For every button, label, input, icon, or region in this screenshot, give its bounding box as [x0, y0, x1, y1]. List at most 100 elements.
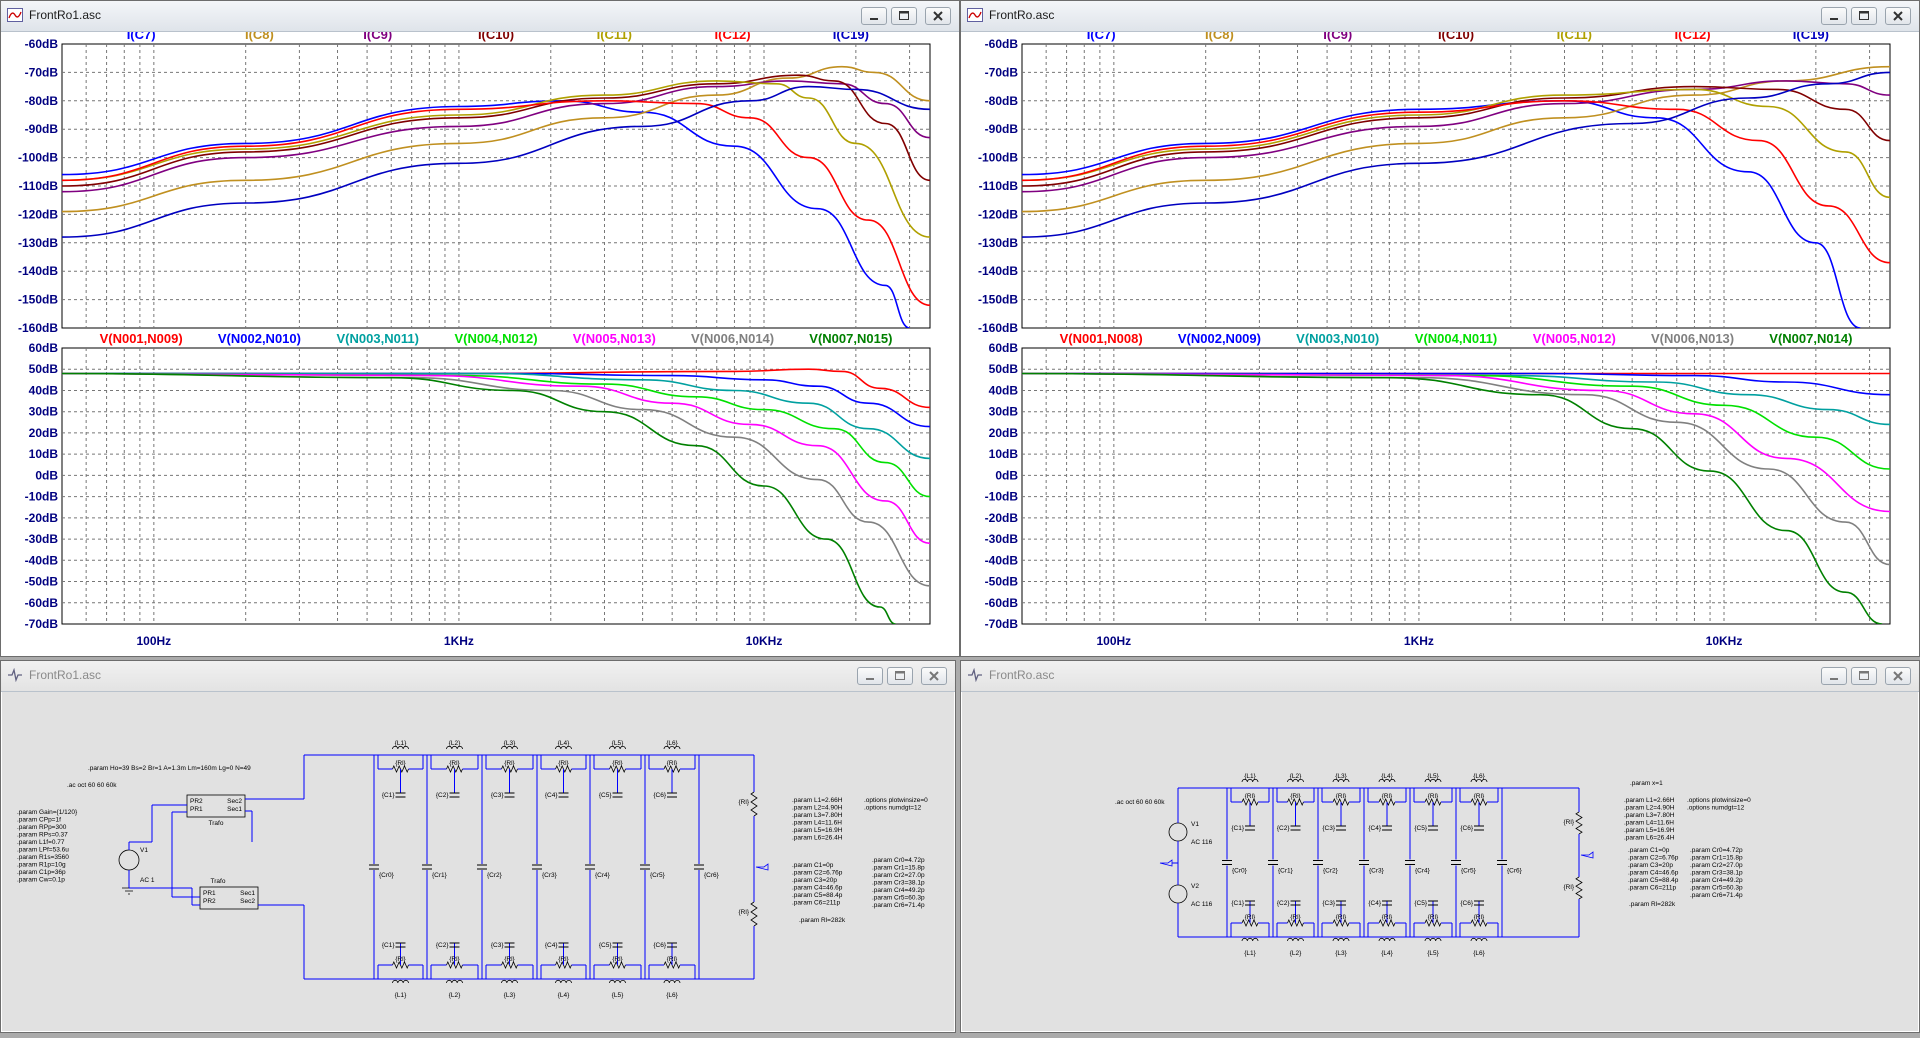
series-label: V(N001,N008)	[1060, 331, 1143, 346]
schematic-text: {C5}	[1414, 825, 1427, 832]
schematic-text: {Rl}	[1382, 793, 1393, 800]
close-button[interactable]	[1885, 667, 1911, 685]
schematic-text: {L4}	[558, 992, 570, 999]
y-tick-label: 20dB	[989, 426, 1019, 440]
schematic-text: {Rl}	[1564, 819, 1575, 826]
schematic-text: {L2}	[449, 992, 461, 999]
schematic-canvas[interactable]: .param Ho=39 Bs=2 Br=1 A=1.3m Lm=160m Lg…	[2, 692, 956, 1033]
schematic-text: {Cr0}	[1232, 868, 1248, 875]
y-tick-label: -80dB	[25, 94, 59, 108]
schematic-text: .param C1=0p	[1628, 847, 1670, 854]
y-tick-label: -140dB	[978, 264, 1018, 278]
resistor-symbol	[1575, 811, 1583, 835]
schematic-text: {Rl}	[395, 760, 406, 767]
title-bar[interactable]: FrontRo1.asc	[1, 1, 959, 32]
minimize-button[interactable]	[857, 667, 883, 685]
schematic-text: {Rl}	[449, 956, 460, 963]
series-label: I(C11)	[1557, 32, 1592, 42]
schematic-text: .param C6=211p	[1628, 885, 1677, 892]
plot-window-frontro1[interactable]: FrontRo1.asc -60dB -70dB -80dB -90dB -100dB -…	[0, 0, 960, 657]
schematic-text: AC 1	[140, 877, 155, 884]
y-tick-label: -130dB	[978, 236, 1018, 250]
schematic-text: {C5}	[599, 792, 612, 799]
plot-frame	[61, 347, 931, 625]
series-label: V(N003,N011)	[337, 331, 419, 346]
schematic-text: .options plotwinsize=0	[1687, 797, 1751, 804]
series-line-i-c9-	[1022, 80, 1890, 193]
inductor-symbol	[609, 979, 626, 984]
schematic-window-frontro[interactable]: FrontRo.asc .ac oct 60 60 60k .param x=1 V…	[960, 660, 1920, 1033]
plot-canvas[interactable]: -60dB -70dB -80dB -90dB -100dB -110dB -120dB -1…	[2, 27, 960, 657]
series-label: V(N001,N009)	[100, 331, 183, 346]
schematic-text: .param C5=88.4p	[792, 892, 843, 899]
plot-canvas[interactable]: -60dB -70dB -80dB -90dB -100dB -110dB -120dB -1…	[962, 27, 1920, 657]
schematic-text: {L3}	[504, 740, 516, 747]
schematic-text: PR2	[190, 798, 203, 805]
close-button[interactable]	[1885, 7, 1911, 25]
schematic-text: {L6}	[666, 740, 678, 747]
schematic-text: .param Cr3=38.1p	[872, 880, 925, 887]
series-lines	[1022, 65, 1890, 328]
y-tick-label: -50dB	[25, 575, 59, 589]
y-tick-label: -70dB	[985, 65, 1019, 79]
y-tick-label: -30dB	[25, 532, 59, 546]
y-tick-label: -50dB	[985, 575, 1019, 589]
title-bar[interactable]: FrontRo1.asc	[1, 661, 955, 692]
series-label: I(C10)	[478, 32, 514, 42]
y-tick-label: 40dB	[989, 383, 1019, 397]
maximize-button[interactable]	[1851, 7, 1877, 25]
schematic-text: {Rl}	[395, 956, 406, 963]
plot-window-frontro[interactable]: FrontRo.asc -60dB -70dB -80dB -90dB -100dB -1…	[960, 0, 1920, 657]
schematic-text: {C3}	[491, 942, 504, 949]
schematic-text: .param C4=46.6p	[1628, 870, 1679, 877]
schematic-text: {Rl}	[558, 760, 569, 767]
schematic-canvas[interactable]: .ac oct 60 60 60k .param x=1 V1 AC 116 V2 AC …	[962, 692, 1920, 1033]
schematic-text: {Cr6}	[1507, 868, 1523, 875]
schematic-text: {Rl}	[1428, 914, 1439, 921]
plot-pane-bottom: 60dB 50dB 40dB 30dB 20dB 10dB 0dB -10dB -20dB -30…	[25, 331, 931, 631]
series-label: I(C10)	[1438, 32, 1474, 42]
schematic-text: {L5}	[1427, 773, 1439, 780]
y-tick-label: -60dB	[25, 37, 59, 51]
schematic-text: .param Cr4=49.2p	[872, 887, 925, 894]
close-button[interactable]	[921, 667, 947, 685]
voltage-source-symbol	[118, 849, 140, 871]
series-lines	[62, 65, 930, 328]
schematic-text: AC 116	[1191, 901, 1213, 908]
y-tick-label: 10dB	[29, 447, 59, 461]
inductor-symbol	[501, 979, 518, 984]
title-bar[interactable]: FrontRo.asc	[961, 1, 1919, 32]
schematic-text: {L3}	[1335, 950, 1347, 957]
series-label: V(N004,N012)	[454, 331, 537, 346]
schematic-text: Sec1	[227, 806, 242, 813]
schematic-text: .param L5=16.9H	[1624, 827, 1675, 834]
schematic-text: {L2}	[449, 740, 461, 747]
y-tick-label: 60dB	[989, 341, 1019, 355]
minimize-button[interactable]	[1821, 7, 1847, 25]
series-line-v-n005-n012-	[1022, 372, 1890, 513]
minimize-button[interactable]	[1821, 667, 1847, 685]
minimize-button[interactable]	[861, 7, 887, 25]
schematic-text: .param R1p=10g	[17, 862, 66, 869]
y-tick-label: 0dB	[995, 468, 1018, 482]
maximize-button[interactable]	[1851, 667, 1877, 685]
schematic-text: .param C3=20p	[1628, 862, 1673, 869]
voltage-source-symbol	[1168, 822, 1188, 842]
schematic-text: {Cr4}	[595, 872, 611, 879]
resistor-symbol	[750, 901, 758, 927]
schematic-text: .param C1p=36p	[17, 869, 66, 876]
series-lines	[1022, 372, 1890, 624]
maximize-button[interactable]	[887, 667, 913, 685]
schematic-text: .param Cr0=4.72p	[872, 857, 925, 864]
resistor-symbol	[1575, 876, 1583, 900]
schematic-text: {C4}	[1368, 825, 1381, 832]
schematic-window-frontro1[interactable]: FrontRo1.asc .param Ho=39 Bs=2 Br=1 A=1.…	[0, 660, 956, 1033]
maximize-button[interactable]	[891, 7, 917, 25]
schematic-text: .param L3=7.80H	[1624, 812, 1675, 819]
schematic-text: {Rl}	[1474, 793, 1485, 800]
series-label: V(N007,N015)	[809, 331, 892, 346]
schematic-text: .ac oct 60 60 60k	[67, 782, 117, 789]
schematic-text: {C4}	[545, 792, 558, 799]
close-button[interactable]	[925, 7, 951, 25]
title-bar[interactable]: FrontRo.asc	[961, 661, 1919, 692]
